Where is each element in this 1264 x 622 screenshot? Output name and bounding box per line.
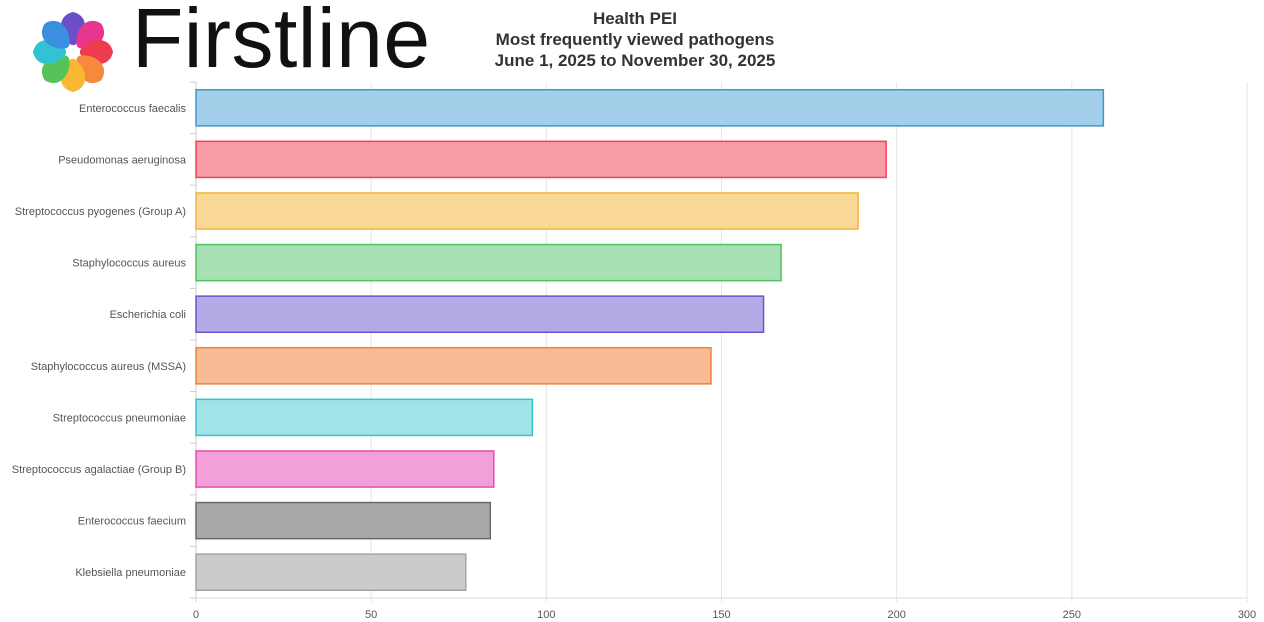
y-category-label: Escherichia coli: [110, 309, 186, 321]
logo-wordmark: Firstline: [132, 0, 431, 85]
x-tick-label: 300: [1238, 609, 1256, 621]
bar: [195, 192, 859, 230]
bar: [195, 295, 765, 334]
x-tick-label: 50: [365, 609, 377, 621]
bar: [195, 501, 492, 540]
y-category-label: Pseudomonas aeruginosa: [58, 154, 187, 166]
value-axis: 0 50 100 150 200 250 300: [193, 609, 1256, 621]
y-category-label: Streptococcus pyogenes (Group A): [15, 206, 186, 218]
bar: [195, 450, 495, 488]
y-category-label: Streptococcus pneumoniae: [53, 412, 186, 424]
y-category-label: Klebsiella pneumoniae: [75, 567, 186, 579]
y-category-label: Streptococcus agalactiae (Group B): [12, 464, 186, 476]
y-category-label: Staphylococcus aureus (MSSA): [31, 361, 186, 373]
bar: [195, 88, 1105, 127]
bar: [195, 346, 712, 385]
firstline-logo: Firstline: [26, 0, 430, 98]
bar: [195, 243, 782, 282]
y-category-label: Staphylococcus aureus: [72, 258, 186, 270]
chart-header: Health PEI Most frequently viewed pathog…: [435, 8, 835, 71]
org-title: Health PEI: [592, 9, 678, 28]
bar: [195, 553, 467, 592]
bar: [195, 140, 887, 179]
x-tick-label: 150: [712, 609, 730, 621]
x-tick-label: 200: [887, 609, 905, 621]
flower-logo-icon: [33, 12, 113, 92]
y-category-label: Enterococcus faecalis: [79, 103, 186, 115]
x-tick-label: 250: [1063, 609, 1081, 621]
y-category-label: Enterococcus faecium: [78, 516, 186, 528]
x-tick-label: 100: [537, 609, 555, 621]
category-axis: Enterococcus faecalis Pseudomonas aerugin…: [12, 103, 187, 579]
date-range: June 1, 2025 to November 30, 2025: [494, 51, 776, 70]
bar-series: [195, 88, 1105, 592]
bar: [195, 398, 534, 437]
x-tick-label: 0: [193, 609, 199, 621]
chart-title: Most frequently viewed pathogens: [495, 30, 775, 49]
